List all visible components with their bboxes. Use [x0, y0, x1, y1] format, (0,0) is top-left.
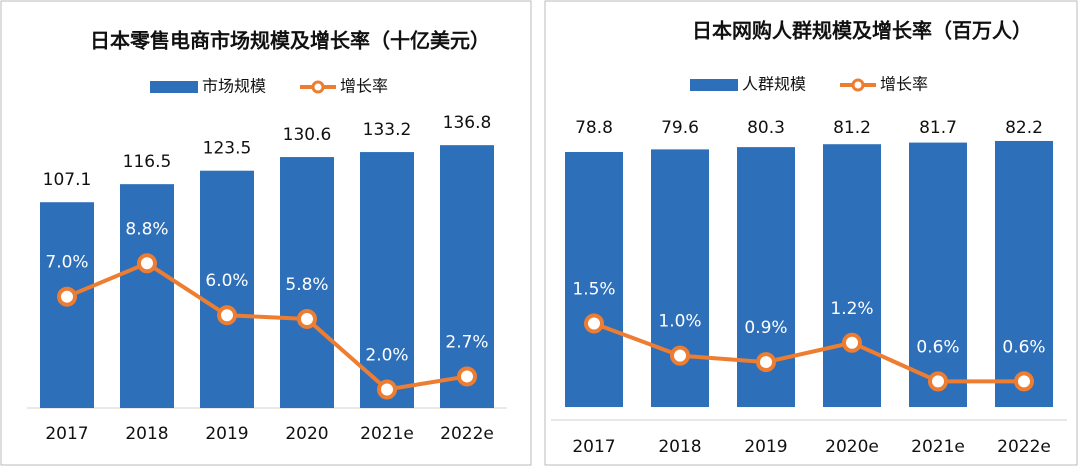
legend-label: 市场规模: [202, 77, 266, 96]
line-marker: [137, 253, 157, 274]
line-marker: [756, 352, 776, 373]
bar: [120, 184, 174, 408]
bar-value-label: 81.2: [833, 118, 871, 138]
bar-value-label: 130.6: [283, 125, 332, 145]
x-tick-label: 2022e: [997, 437, 1051, 457]
bar-value-label: 136.8: [443, 113, 492, 133]
bar-value-label: 107.1: [43, 170, 92, 190]
bar: [651, 149, 709, 408]
line-marker: [217, 305, 237, 326]
x-tick-label: 2021e: [911, 437, 965, 457]
x-tick-label: 2017: [45, 424, 88, 444]
bar-value-label: 133.2: [363, 120, 412, 140]
line-value-label: 1.0%: [658, 312, 701, 332]
legend-swatch: [690, 79, 738, 91]
legend-label: 人群规模: [742, 75, 806, 94]
line-value-label: 0.6%: [916, 337, 959, 357]
x-tick-label: 2019: [205, 424, 248, 444]
bar: [995, 140, 1053, 408]
line-marker: [928, 371, 948, 392]
bar: [360, 152, 414, 408]
line-marker: [457, 366, 477, 387]
line-value-label: 8.8%: [125, 219, 168, 239]
line-marker: [57, 286, 77, 307]
line-value-label: 1.5%: [572, 279, 615, 299]
chart-title: 日本网购人群规模及增长率（百万人）: [692, 19, 1032, 43]
x-tick-label: 2017: [572, 437, 615, 457]
panel-border: [544, 0, 1078, 466]
line: [593, 321, 1024, 384]
x-tick-label: 2020e: [825, 437, 879, 457]
x-tick-label: 2019: [744, 437, 787, 457]
x-tick-label: 2021e: [360, 424, 414, 444]
bar-value-label: 80.3: [747, 118, 785, 138]
line-marker: [1014, 371, 1034, 392]
legend-label: 增长率: [340, 77, 388, 96]
panel-border: [0, 0, 532, 466]
bar: [565, 151, 623, 408]
bar-value-label: 116.5: [123, 152, 172, 172]
x-tick-label: 2018: [658, 437, 701, 457]
legend-marker: [311, 80, 325, 94]
bar-value-label: 79.6: [661, 118, 699, 138]
bar-value-label: 78.8: [575, 118, 613, 138]
line-value-label: 2.0%: [365, 345, 408, 365]
bar-value-label: 81.7: [919, 118, 957, 138]
line-value-label: 0.9%: [744, 318, 787, 338]
bar: [280, 157, 334, 408]
line-value-label: 7.0%: [45, 253, 88, 273]
x-tick-label: 2020: [285, 424, 328, 444]
bar: [909, 142, 967, 408]
line-value-label: 5.8%: [285, 275, 328, 295]
x-tick-label: 2022e: [440, 424, 494, 444]
line-value-label: 0.6%: [1002, 337, 1045, 357]
line-value-label: 1.2%: [830, 299, 873, 319]
legend-marker: [851, 78, 865, 92]
bar-value-label: 123.5: [203, 139, 252, 159]
legend-swatch: [150, 81, 198, 93]
line-marker: [842, 332, 862, 353]
bar: [200, 170, 254, 408]
line-marker: [377, 379, 397, 400]
bar: [440, 145, 494, 409]
legend-label: 增长率: [880, 75, 928, 94]
bar: [823, 144, 881, 408]
x-tick-label: 2018: [125, 424, 168, 444]
line-marker: [584, 313, 604, 334]
line: [66, 261, 468, 392]
bar-value-label: 82.2: [1005, 118, 1043, 138]
line-value-label: 2.7%: [445, 332, 488, 352]
line-value-label: 6.0%: [205, 271, 248, 291]
line-marker: [670, 345, 690, 366]
chart-title: 日本零售电商市场规模及增长率（十亿美元）: [90, 29, 490, 53]
line-marker: [297, 308, 317, 329]
